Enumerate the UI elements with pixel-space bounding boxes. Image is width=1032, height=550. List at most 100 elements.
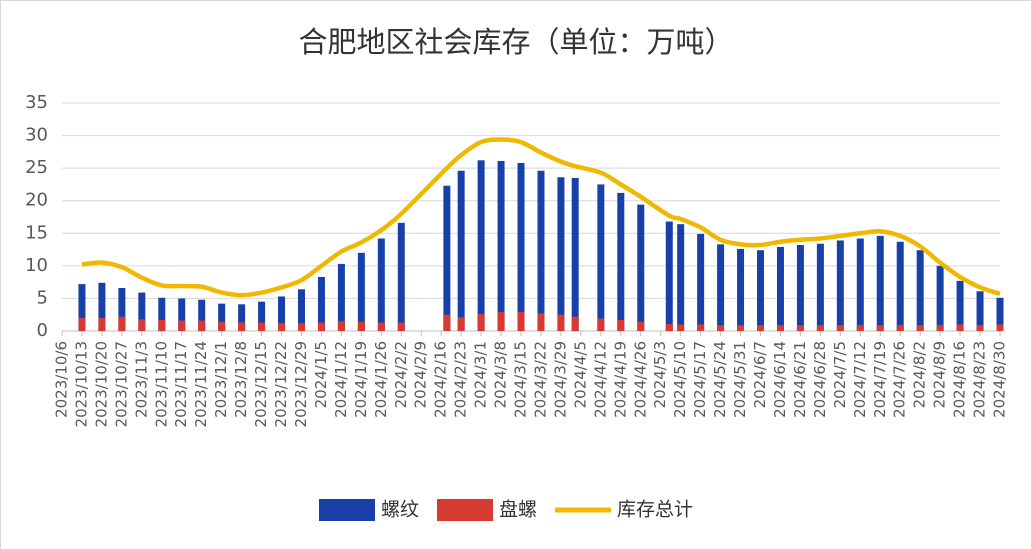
x-tick-label: 2024/4/19 xyxy=(611,341,629,418)
x-tick-label: 2024/5/17 xyxy=(691,341,709,418)
x-tick-label: 2023/11/24 xyxy=(192,341,210,427)
y-tick-label: 30 xyxy=(25,125,48,146)
bar xyxy=(178,320,186,331)
bar xyxy=(836,240,844,331)
x-tick-label: 2024/2/9 xyxy=(412,341,430,408)
bar xyxy=(836,325,844,331)
x-tick-label: 2023/12/1 xyxy=(212,341,230,418)
y-tick-label: 5 xyxy=(37,287,48,308)
bar xyxy=(876,235,884,331)
x-tick-label: 2024/3/15 xyxy=(512,341,530,418)
bar xyxy=(597,184,605,331)
x-tick-label: 2024/3/1 xyxy=(472,341,490,408)
bar xyxy=(457,317,465,331)
y-tick-label: 15 xyxy=(25,222,48,243)
bar xyxy=(397,322,405,331)
bar xyxy=(816,325,824,331)
bar xyxy=(996,324,1004,331)
bar xyxy=(856,238,864,331)
x-tick-label: 2024/6/21 xyxy=(791,341,809,418)
x-tick-label: 2023/12/15 xyxy=(252,341,270,427)
bar xyxy=(916,325,924,331)
x-tick-label: 2024/1/26 xyxy=(372,341,390,418)
bar xyxy=(98,282,106,331)
bar xyxy=(443,185,451,331)
legend-swatch xyxy=(319,499,375,521)
x-tick-label: 2024/5/31 xyxy=(731,341,749,418)
bar xyxy=(665,221,673,331)
bar xyxy=(158,297,166,331)
bar xyxy=(118,316,126,331)
legend-swatch xyxy=(437,499,493,521)
bar xyxy=(477,314,485,331)
x-tick-label: 2023/10/20 xyxy=(92,341,110,427)
y-tick-label: 25 xyxy=(25,157,48,178)
bar xyxy=(571,177,579,331)
x-tick-label: 2024/2/2 xyxy=(392,341,410,408)
bar xyxy=(617,192,625,331)
bar xyxy=(118,288,126,331)
bar xyxy=(757,325,765,331)
x-tick-label: 2024/1/12 xyxy=(332,341,350,418)
bar xyxy=(138,319,146,331)
bar xyxy=(278,323,286,331)
y-tick-label: 35 xyxy=(25,92,48,113)
x-tick-label: 2024/2/23 xyxy=(452,341,470,418)
bar xyxy=(677,224,685,331)
x-tick-label: 2024/7/19 xyxy=(871,341,889,418)
bar xyxy=(517,162,525,331)
bar xyxy=(956,280,964,331)
y-tick-label: 20 xyxy=(25,190,48,211)
x-tick-label: 2023/11/3 xyxy=(132,341,150,418)
legend-label: 螺纹 xyxy=(381,499,419,521)
bar xyxy=(337,263,345,331)
bar xyxy=(876,325,884,331)
bar xyxy=(198,320,206,331)
bar xyxy=(443,314,451,331)
x-tick-label: 2023/12/22 xyxy=(272,341,290,427)
bar xyxy=(796,325,804,331)
bar xyxy=(158,319,166,331)
bar xyxy=(916,250,924,331)
bar xyxy=(537,313,545,331)
bar xyxy=(497,312,505,331)
bar xyxy=(936,325,944,331)
bar xyxy=(557,177,565,331)
bar xyxy=(637,321,645,331)
bar xyxy=(697,233,705,331)
bar xyxy=(936,265,944,331)
x-tick-label: 2024/1/5 xyxy=(312,341,330,408)
bar xyxy=(297,323,305,331)
bar xyxy=(816,243,824,331)
bar xyxy=(198,299,206,331)
x-tick-label: 2024/5/24 xyxy=(711,341,729,418)
line xyxy=(81,137,1001,298)
x-tick-label: 2024/4/26 xyxy=(631,341,649,418)
bar xyxy=(357,252,365,331)
bar xyxy=(996,297,1004,331)
x-tick-label: 2024/5/3 xyxy=(651,341,669,408)
x-tick-label: 2024/8/9 xyxy=(931,341,949,408)
bar xyxy=(178,298,186,331)
x-tick-label: 2024/8/23 xyxy=(971,341,989,418)
bar xyxy=(717,244,725,331)
x-tick-label: 2024/4/5 xyxy=(571,341,589,408)
x-tick-label: 2024/6/7 xyxy=(751,341,769,408)
x-tick-label: 2024/3/22 xyxy=(531,341,549,418)
bar xyxy=(477,160,485,331)
x-tick-label: 2024/7/12 xyxy=(851,341,869,418)
bar xyxy=(776,325,784,331)
bar xyxy=(317,276,325,331)
bar xyxy=(896,241,904,331)
bar xyxy=(776,246,784,331)
x-tick-label: 2024/3/8 xyxy=(492,341,510,408)
x-tick-label: 2024/6/14 xyxy=(771,341,789,418)
bar xyxy=(317,322,325,331)
x-tick-label: 2024/3/29 xyxy=(551,341,569,418)
x-tick-label: 2024/2/16 xyxy=(432,341,450,418)
bar xyxy=(377,238,385,331)
bar xyxy=(98,317,106,331)
x-tick-label: 2024/6/28 xyxy=(811,341,829,418)
bar xyxy=(138,292,146,331)
